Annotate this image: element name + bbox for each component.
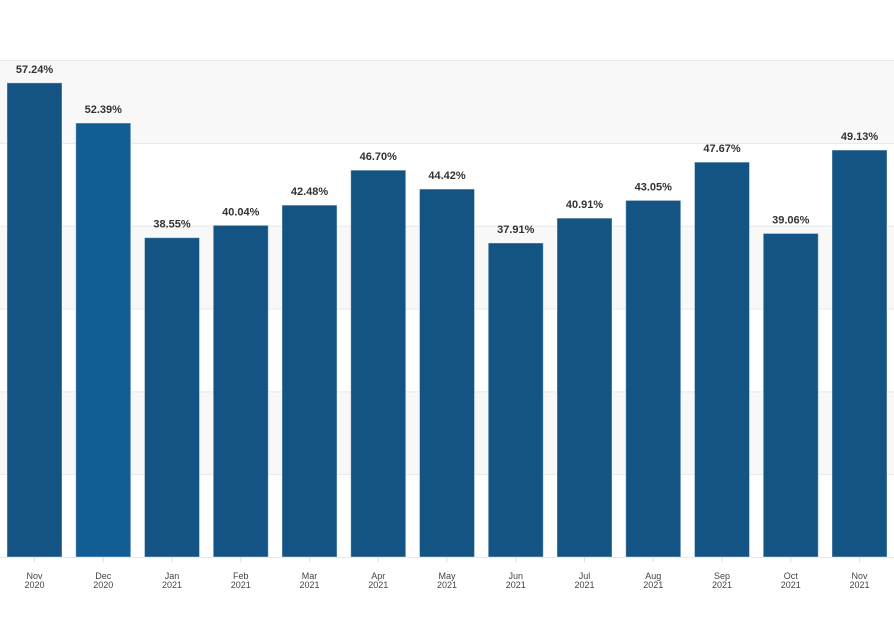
x-tick-label-month: May	[438, 571, 456, 581]
bar	[212, 224, 269, 558]
bar	[75, 122, 132, 558]
x-tick-label-year: 2020	[24, 580, 44, 590]
x-tick-label-month: Mar	[302, 571, 318, 581]
bar	[350, 169, 407, 558]
x-tick-label-month: Aug	[645, 571, 661, 581]
x-tick-label-month: Jun	[508, 571, 523, 581]
x-tick-label-month: Apr	[371, 571, 385, 581]
bar	[419, 188, 475, 558]
data-label: 46.70%	[360, 151, 398, 163]
data-label: 39.06%	[772, 214, 810, 226]
data-label: 57.24%	[16, 64, 54, 76]
x-tick-label-year: 2021	[162, 580, 182, 590]
x-tick-label-year: 2021	[231, 580, 251, 590]
x-tick-label-month: Oct	[784, 571, 799, 581]
x-tick-label-month: Feb	[233, 571, 249, 581]
bar	[556, 217, 613, 558]
x-tick-label-month: Jan	[165, 571, 180, 581]
x-tick-label-month: Nov	[851, 571, 868, 581]
x-tick-label-month: Jul	[579, 571, 591, 581]
data-label: 47.67%	[703, 143, 741, 155]
x-tick-label-year: 2021	[781, 580, 801, 590]
x-tick-label-month: Dec	[95, 571, 112, 581]
data-label: 49.13%	[841, 131, 879, 143]
x-tick-label-year: 2021	[506, 580, 526, 590]
x-tick-label-month: Nov	[26, 571, 43, 581]
bar	[762, 232, 819, 558]
x-tick-label-year: 2021	[643, 580, 663, 590]
data-label: 52.39%	[85, 104, 123, 116]
data-label: 37.91%	[497, 224, 535, 236]
x-tick-label-year: 2020	[93, 580, 113, 590]
data-label: 40.04%	[222, 206, 260, 218]
bar	[625, 199, 682, 558]
x-tick-label-year: 2021	[574, 580, 594, 590]
data-label: 44.42%	[428, 170, 466, 182]
x-tick-label-month: Sep	[714, 571, 730, 581]
grid-band	[0, 60, 894, 143]
data-label: 38.55%	[153, 219, 191, 231]
bar	[6, 82, 63, 558]
x-tick-label-year: 2021	[437, 580, 457, 590]
bar	[281, 204, 338, 558]
bar	[487, 242, 544, 558]
bar	[144, 237, 200, 558]
bar	[831, 149, 888, 558]
data-label: 40.91%	[566, 199, 604, 211]
data-label: 43.05%	[635, 181, 673, 193]
x-tick-label-year: 2021	[299, 580, 319, 590]
data-label: 42.48%	[291, 186, 329, 198]
x-tick-label-year: 2021	[712, 580, 732, 590]
x-tick-label-year: 2021	[368, 580, 388, 590]
x-tick-label-year: 2021	[849, 580, 869, 590]
bar	[694, 161, 750, 558]
